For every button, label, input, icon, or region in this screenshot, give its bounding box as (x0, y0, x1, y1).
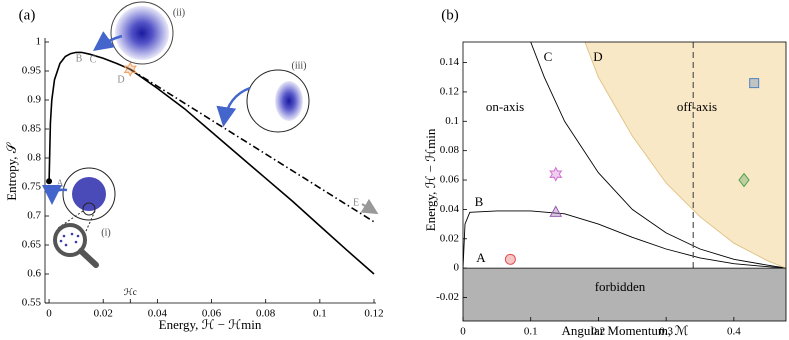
x-tick-label: 0.02 (94, 308, 113, 320)
point (504, 253, 516, 265)
point (46, 178, 53, 185)
annotation: off-axis (677, 99, 717, 114)
annotation: C (90, 54, 97, 65)
inset-ii-vortex (115, 6, 169, 60)
arrow (360, 198, 379, 215)
x-tick-label: 0.4 (727, 326, 741, 338)
y-axis-label: Energy, ℋ − ℋmin (423, 128, 438, 231)
y-tick-label: 0.6 (27, 268, 41, 280)
y-tick-label: 0.85 (22, 123, 42, 135)
x-tick-label: 0.06 (202, 308, 222, 320)
annotation: A (476, 250, 486, 265)
y-tick-label: 0 (454, 262, 460, 274)
x-tick-label: 0.1 (524, 326, 538, 338)
inset-i-disk (72, 177, 106, 211)
point (549, 205, 563, 217)
y-tick-label: 0.04 (440, 203, 460, 215)
x-tick-label: 0.04 (148, 308, 168, 320)
y-axis-label: Entropy, 𝒮 (4, 141, 19, 201)
panel-label: (b) (441, 7, 459, 23)
zoom-ring (82, 202, 96, 216)
annotation: forbidden (595, 279, 646, 294)
y-tick-label: 0.7 (27, 210, 41, 222)
x-tick-label: 0.2 (592, 326, 606, 338)
annotation: B (475, 194, 484, 209)
y-tick-label: 0.08 (440, 144, 460, 156)
annotation: on-axis (486, 99, 524, 114)
plot-area (48, 51, 375, 275)
forbidden-region (463, 268, 786, 321)
x-axis-label: Energy, ℋ − ℋmin (159, 317, 262, 332)
point (738, 172, 750, 188)
y-tick-label: 0.14 (440, 56, 460, 68)
curve (129, 68, 375, 223)
annotation: (iii) (292, 60, 307, 71)
point (749, 78, 760, 89)
y-tick-label: 0.12 (440, 85, 459, 97)
inset-iii-vortex (275, 81, 303, 121)
y-tick-label: 0.1 (445, 115, 459, 127)
annotation: A (56, 178, 64, 189)
y-tick-label: 1 (36, 36, 42, 48)
panel-label: (a) (19, 7, 36, 23)
magnifier-dots (59, 232, 80, 247)
x-tick-label: 0 (46, 308, 52, 320)
y-tick-label: -0.02 (436, 291, 459, 303)
y-tick-label: 0.06 (440, 174, 460, 186)
curve (530, 42, 786, 269)
insets (42, 1, 379, 268)
y-tick-label: 0.65 (22, 239, 42, 251)
annotation: (i) (101, 227, 110, 238)
arrow (216, 86, 251, 127)
curve (584, 42, 786, 269)
point (123, 61, 137, 77)
y-tick-label: 0.75 (22, 181, 42, 193)
x-tick-label: 0.08 (256, 308, 276, 320)
magnifier (53, 223, 87, 257)
curve (48, 51, 375, 275)
annotation: (ii) (173, 7, 185, 18)
point (549, 166, 563, 182)
curve (463, 210, 786, 269)
annotation: E (353, 197, 359, 208)
annotation: B (76, 53, 83, 64)
magnifier-handle (78, 248, 99, 268)
annotation: D (593, 49, 602, 64)
y-tick-label: 0.9 (27, 94, 41, 106)
arrow (92, 31, 123, 51)
x-axis-label: Angular Momentum, ℳ (562, 323, 689, 338)
region-fill (584, 42, 786, 269)
annotation: C (544, 49, 553, 64)
annotation: D (117, 74, 124, 85)
x-tick-label: 0.3 (659, 326, 673, 338)
plot-area (463, 42, 786, 321)
x-tick-label: ℋc (124, 287, 137, 297)
x-tick-label: 0.12 (364, 308, 383, 320)
y-tick-label: 0.02 (440, 232, 459, 244)
y-tick-label: 0.8 (27, 152, 41, 164)
x-tick-label: 0 (460, 326, 466, 338)
y-tick-label: 0.95 (22, 65, 42, 77)
y-tick-label: 0.55 (22, 297, 42, 309)
x-tick-label: 0.1 (313, 308, 327, 320)
zoom-line (81, 210, 96, 241)
arrow (42, 184, 68, 205)
frame (462, 41, 787, 322)
